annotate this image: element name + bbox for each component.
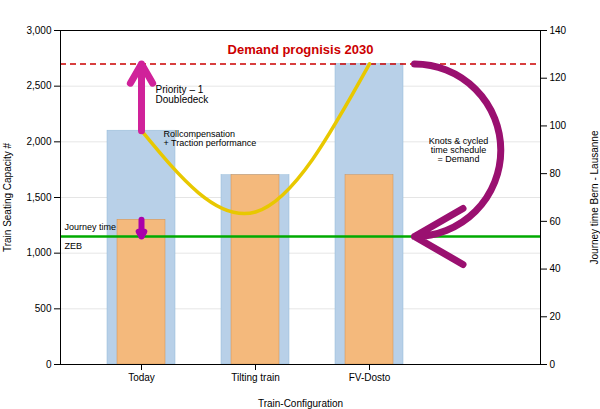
svg-text:Priority – 1Doubledeck: Priority – 1Doubledeck [156,84,210,105]
svg-text:1,500: 1,500 [26,192,51,203]
svg-text:Demand prognisis 2030: Demand prognisis 2030 [228,42,374,57]
svg-text:Journey time: Journey time [65,222,117,232]
svg-text:0: 0 [46,359,52,370]
svg-text:40: 40 [550,263,562,274]
svg-text:2,000: 2,000 [26,136,51,147]
svg-text:80: 80 [550,168,562,179]
svg-text:Train Seating Capacity #: Train Seating Capacity # [2,143,13,253]
svg-text:1,000: 1,000 [26,247,51,258]
svg-text:Rollcompensation+ Traction per: Rollcompensation+ Traction performance [164,129,257,148]
svg-text:Train-Configuration: Train-Configuration [258,398,343,409]
svg-text:500: 500 [35,303,52,314]
svg-text:60: 60 [550,216,562,227]
svg-text:0: 0 [550,359,556,370]
svg-text:100: 100 [550,120,567,131]
svg-text:140: 140 [550,25,567,36]
svg-text:20: 20 [550,311,562,322]
svg-text:Today: Today [128,372,155,383]
svg-text:Knots & cycledtime schedule= D: Knots & cycledtime schedule= Demand [429,136,489,164]
svg-text:ZEB: ZEB [65,241,83,251]
svg-text:FV-Dosto: FV-Dosto [349,372,391,383]
svg-text:2,500: 2,500 [26,80,51,91]
svg-text:120: 120 [550,72,567,83]
svg-text:Journey time Bern - Lausanne: Journey time Bern - Lausanne [589,130,600,264]
svg-text:3,000: 3,000 [26,25,51,36]
svg-text:Tilting train: Tilting train [231,372,280,383]
